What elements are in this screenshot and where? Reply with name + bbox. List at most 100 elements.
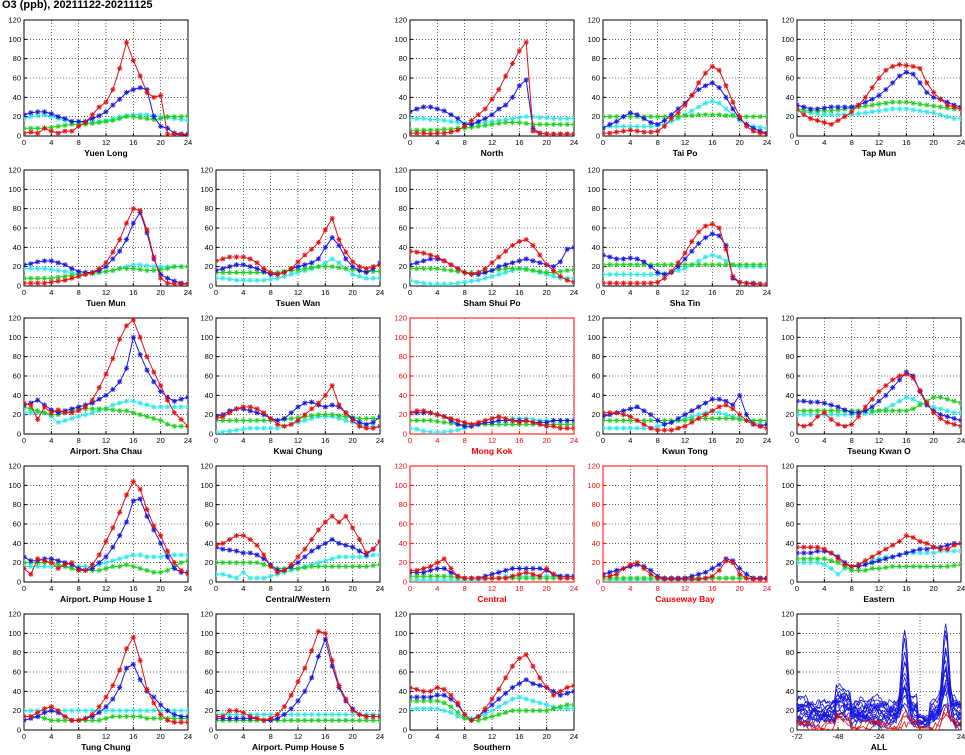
data-point [523, 708, 529, 714]
data-point [329, 412, 335, 418]
x-tick-label: 24 [957, 138, 965, 147]
x-tick-label: 8 [656, 288, 660, 297]
data-point [509, 119, 516, 126]
y-tick-label: 0 [596, 282, 600, 291]
y-tick-label: 80 [205, 500, 213, 509]
data-point [137, 677, 143, 683]
x-tick-label: 0 [214, 732, 218, 741]
data-point [130, 318, 136, 323]
data-point [315, 412, 322, 418]
data-point [828, 416, 834, 423]
data-point [123, 89, 130, 96]
x-tick-label: 4 [49, 732, 53, 741]
data-point [482, 116, 488, 122]
x-tick-label: 4 [822, 584, 826, 593]
data-point [130, 478, 136, 485]
data-point [315, 264, 322, 270]
y-tick-label: 120 [200, 462, 213, 471]
data-point [607, 410, 613, 416]
series-line [797, 631, 961, 726]
x-tick-label: 0 [22, 436, 26, 445]
data-point [427, 131, 434, 136]
data-point [903, 533, 909, 539]
data-point [55, 558, 61, 564]
data-point [123, 554, 130, 560]
data-point [240, 550, 246, 556]
data-point [614, 271, 620, 277]
data-point [302, 546, 308, 552]
data-point [509, 242, 516, 248]
data-point [343, 554, 349, 560]
data-point [682, 250, 688, 256]
data-point [421, 565, 427, 572]
data-point [62, 128, 68, 134]
data-point [89, 397, 95, 403]
data-point [489, 96, 495, 102]
data-point [544, 702, 550, 708]
data-point [103, 371, 109, 377]
data-point [876, 92, 882, 98]
data-point [130, 398, 136, 404]
y-tick-label: 60 [786, 520, 794, 529]
data-point [288, 266, 294, 272]
data-point [757, 417, 763, 424]
data-point [723, 412, 729, 418]
data-point [709, 231, 715, 237]
data-point [247, 269, 253, 276]
data-point [627, 406, 633, 412]
y-tick-label: 100 [8, 35, 21, 44]
data-point [757, 576, 763, 582]
series-line [797, 668, 961, 723]
data-point [849, 421, 855, 427]
data-point [648, 119, 654, 126]
data-point [171, 552, 177, 558]
x-tick-label: 8 [463, 138, 467, 147]
data-point [144, 402, 150, 408]
data-point [123, 646, 130, 652]
data-point [220, 414, 226, 420]
data-point [723, 246, 729, 252]
data-point [103, 715, 109, 721]
y-tick-label: 100 [781, 481, 794, 490]
data-point [475, 269, 481, 276]
data-point [434, 560, 440, 566]
data-point [716, 100, 722, 106]
data-point [503, 262, 509, 268]
data-point [489, 112, 495, 118]
data-point [363, 550, 369, 556]
plot-area [216, 628, 380, 723]
data-point [261, 552, 267, 558]
data-point [544, 269, 550, 276]
data-point [240, 404, 246, 410]
x-tick-label: 12 [681, 584, 689, 593]
x-tick-label: 16 [129, 436, 137, 445]
data-point [903, 371, 909, 377]
data-point [709, 573, 715, 579]
data-point [723, 258, 729, 264]
data-point [603, 271, 606, 277]
data-point [814, 106, 821, 112]
data-point [110, 544, 116, 550]
data-point [171, 565, 177, 572]
data-point [620, 262, 627, 268]
data-point [603, 280, 606, 286]
data-point [377, 552, 380, 558]
data-point [801, 408, 807, 414]
data-point [489, 273, 495, 279]
x-tick-label: 16 [321, 436, 329, 445]
data-point [448, 696, 454, 702]
data-point [723, 402, 729, 408]
y-tick-label: 100 [200, 629, 213, 638]
data-point [158, 417, 164, 424]
data-point [240, 533, 246, 539]
data-point [523, 696, 529, 702]
data-point [475, 277, 481, 283]
data-point [254, 417, 260, 424]
y-tick-label: 20 [205, 706, 213, 715]
data-point [709, 63, 715, 69]
data-point [410, 248, 413, 254]
data-point [350, 417, 356, 424]
data-point [35, 109, 41, 115]
data-point [233, 533, 240, 539]
